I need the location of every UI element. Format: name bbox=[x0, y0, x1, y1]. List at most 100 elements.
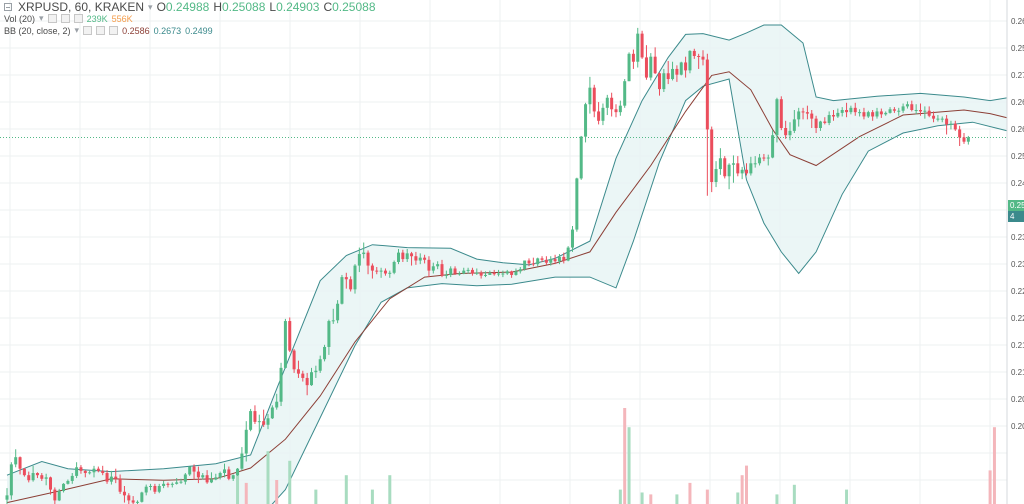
candle-body bbox=[653, 56, 657, 74]
candle-body bbox=[22, 468, 26, 476]
candle-body bbox=[388, 272, 392, 274]
candle-body bbox=[227, 469, 231, 479]
candle-body bbox=[75, 467, 79, 476]
candle-body bbox=[792, 119, 796, 131]
candle-body bbox=[718, 158, 722, 170]
candle-body bbox=[858, 112, 862, 114]
candle-body bbox=[301, 373, 305, 378]
candle-body bbox=[679, 62, 683, 75]
candle-body bbox=[453, 268, 457, 274]
candle-body bbox=[218, 473, 222, 478]
candle-body bbox=[505, 271, 509, 274]
candle-body bbox=[436, 264, 440, 267]
volume-bar bbox=[649, 494, 653, 504]
candle-body bbox=[205, 475, 209, 483]
candle-body bbox=[292, 350, 296, 370]
candle-body bbox=[344, 277, 348, 280]
candle-body bbox=[296, 369, 300, 374]
candle-body bbox=[201, 475, 205, 478]
candle-body bbox=[331, 320, 335, 322]
candle-body bbox=[775, 99, 779, 136]
candle-body bbox=[31, 473, 35, 481]
candle-body bbox=[571, 229, 574, 248]
candle-body bbox=[279, 367, 283, 402]
candle-body bbox=[832, 115, 835, 117]
chevron-down-icon[interactable]: ▾ bbox=[74, 25, 80, 35]
ohlc-close: C0.25088 bbox=[323, 0, 376, 14]
candle-body bbox=[601, 107, 605, 121]
close-icon[interactable] bbox=[109, 26, 119, 35]
close-icon[interactable] bbox=[73, 14, 83, 23]
candle-body bbox=[840, 109, 844, 113]
bb-lower-value: 0.2499 bbox=[185, 25, 213, 36]
candle-body bbox=[797, 111, 801, 120]
candle-body bbox=[257, 421, 261, 423]
candle-body bbox=[153, 485, 157, 492]
candle-body bbox=[884, 112, 888, 115]
candle-body bbox=[40, 475, 44, 479]
candle-body bbox=[192, 466, 196, 472]
candle-body bbox=[353, 265, 357, 290]
price-axis-bg bbox=[1007, 0, 1024, 504]
candle-body bbox=[484, 274, 487, 276]
volume-bar bbox=[236, 470, 240, 504]
candle-body bbox=[823, 121, 827, 123]
candle-body bbox=[170, 483, 174, 485]
candle-body bbox=[223, 469, 226, 474]
candle-body bbox=[57, 491, 61, 501]
collapse-icon[interactable] bbox=[4, 3, 12, 11]
ohlc-open: O0.24988 bbox=[156, 0, 210, 14]
candle-body bbox=[892, 109, 896, 111]
chevron-down-icon[interactable]: ▾ bbox=[148, 1, 153, 12]
secondary-price-tag: 4 bbox=[1008, 211, 1024, 222]
candle-body bbox=[949, 123, 953, 125]
candle-body bbox=[762, 157, 766, 159]
candle-body bbox=[479, 272, 483, 276]
candle-body bbox=[518, 269, 522, 272]
candle-body bbox=[144, 486, 148, 493]
candle-body bbox=[440, 264, 444, 276]
candle-body bbox=[540, 258, 544, 260]
candle-body bbox=[423, 257, 427, 260]
volume-bar bbox=[314, 489, 318, 504]
candle-body bbox=[379, 270, 383, 272]
candle-body bbox=[575, 178, 579, 230]
candle-body bbox=[266, 418, 270, 425]
candle-body bbox=[557, 256, 561, 262]
price-tick-label: 0.21 bbox=[1011, 368, 1024, 377]
candle-body bbox=[231, 475, 235, 479]
eye-icon[interactable] bbox=[47, 14, 57, 23]
candle-body bbox=[49, 477, 52, 490]
chevron-down-icon[interactable]: ▾ bbox=[39, 13, 44, 23]
candle-body bbox=[749, 163, 753, 174]
candle-body bbox=[53, 489, 57, 501]
price-tick-label: 0.21 bbox=[1011, 341, 1024, 350]
candle-body bbox=[849, 107, 853, 113]
volume-bar bbox=[244, 482, 248, 504]
candle-body bbox=[905, 104, 909, 107]
candle-body bbox=[901, 106, 905, 111]
volume-bar bbox=[370, 489, 374, 504]
candle-body bbox=[536, 258, 540, 265]
bb-legend: BB (20, close, 2) ▾ 0.2586 0.2673 0.2499 bbox=[4, 25, 213, 36]
symbol-title: XRPUSD, 60, KRAKEN bbox=[18, 0, 145, 14]
price-tick-label: 0.27 bbox=[1011, 71, 1024, 80]
price-tick-label: 0.25 bbox=[1011, 152, 1024, 161]
settings-icon[interactable] bbox=[96, 26, 106, 35]
candle-body bbox=[640, 33, 644, 58]
candle-body bbox=[531, 263, 535, 265]
eye-icon[interactable] bbox=[83, 26, 93, 35]
candle-body bbox=[875, 111, 879, 117]
candle-body bbox=[492, 272, 496, 275]
candle-body bbox=[523, 260, 527, 270]
candle-body bbox=[92, 468, 96, 473]
candle-body bbox=[131, 500, 135, 503]
settings-icon[interactable] bbox=[60, 14, 70, 23]
candle-body bbox=[196, 471, 200, 478]
candle-body bbox=[927, 110, 931, 116]
candle-body bbox=[66, 480, 70, 484]
candle-body bbox=[401, 252, 405, 260]
candle-body bbox=[249, 411, 253, 430]
